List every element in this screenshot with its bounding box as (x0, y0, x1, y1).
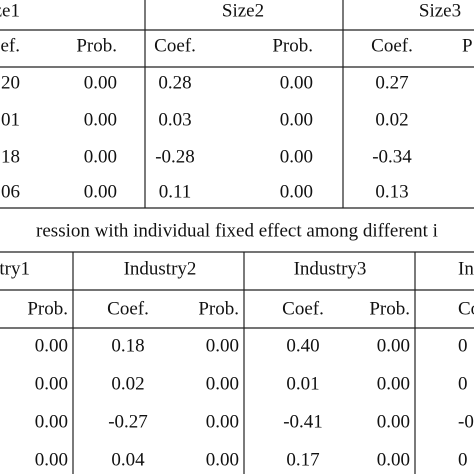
cell: 0.00 (280, 146, 313, 167)
group-header: Industry2 (124, 258, 197, 279)
group-header: Size3 (419, 0, 461, 21)
cell: 20 (1, 72, 20, 93)
cell: 0.01 (286, 373, 319, 394)
column-header: Prob. (198, 298, 239, 319)
group-header: In (458, 258, 474, 279)
cell: -0.27 (108, 411, 148, 432)
column-header: Prob. (76, 35, 117, 56)
cell: 0.02 (375, 109, 408, 130)
cell: 0.00 (377, 449, 410, 470)
cell: 18 (1, 146, 20, 167)
cell: 0.00 (206, 335, 239, 356)
group-header: try1 (0, 258, 30, 279)
cell: 0.00 (280, 181, 313, 202)
cell: 0.13 (375, 181, 408, 202)
cell: 0.00 (377, 373, 410, 394)
column-header: Prob. (272, 35, 313, 56)
cell: 0.00 (35, 335, 68, 356)
cell: 0.28 (158, 72, 191, 93)
cell: 0.00 (280, 72, 313, 93)
column-header: Co (458, 298, 474, 319)
cell: 0 (458, 449, 468, 470)
cell: 0.02 (111, 373, 144, 394)
column-header: Prob. (369, 298, 410, 319)
cell: 0.18 (111, 335, 144, 356)
cell: 0.00 (84, 109, 117, 130)
cell: 0.11 (159, 181, 192, 202)
cell: 0.00 (206, 449, 239, 470)
column-header: Prob. (27, 298, 68, 319)
column-header: Coef. (154, 35, 196, 56)
cell: -0.41 (283, 411, 323, 432)
cell: 0.27 (375, 72, 408, 93)
group-header: Size1 (0, 0, 20, 21)
cell: 0.00 (206, 373, 239, 394)
caption: ression with individual fixed effect amo… (36, 220, 438, 241)
group-header: Size2 (222, 0, 264, 21)
cell: 0.03 (158, 109, 191, 130)
column-header: Coef. (282, 298, 324, 319)
cell: 06 (1, 181, 20, 202)
cell: 0 (458, 373, 468, 394)
cell: 01 (1, 109, 20, 130)
cell: 0.00 (206, 411, 239, 432)
cell: 0.40 (286, 335, 319, 356)
column-header: Coef. (107, 298, 149, 319)
cell: 0.00 (84, 181, 117, 202)
column-header: ef. (0, 35, 20, 56)
cell: 0.00 (84, 72, 117, 93)
cell: 0.04 (111, 449, 145, 470)
cell: -0 (458, 411, 474, 432)
cell: 0.00 (35, 411, 68, 432)
cell: 0.00 (280, 109, 313, 130)
cell: 0.00 (377, 411, 410, 432)
cell: 0.00 (84, 146, 117, 167)
cell: -0.34 (372, 146, 412, 167)
column-header: P (462, 35, 473, 56)
cell: 0.00 (35, 373, 68, 394)
group-header: Industry3 (294, 258, 367, 279)
cell: 0.17 (286, 449, 319, 470)
cell: 0.00 (35, 449, 68, 470)
cell: 0.00 (377, 335, 410, 356)
cell: 0 (458, 335, 468, 356)
cell: -0.28 (155, 146, 195, 167)
column-header: Coef. (371, 35, 413, 56)
